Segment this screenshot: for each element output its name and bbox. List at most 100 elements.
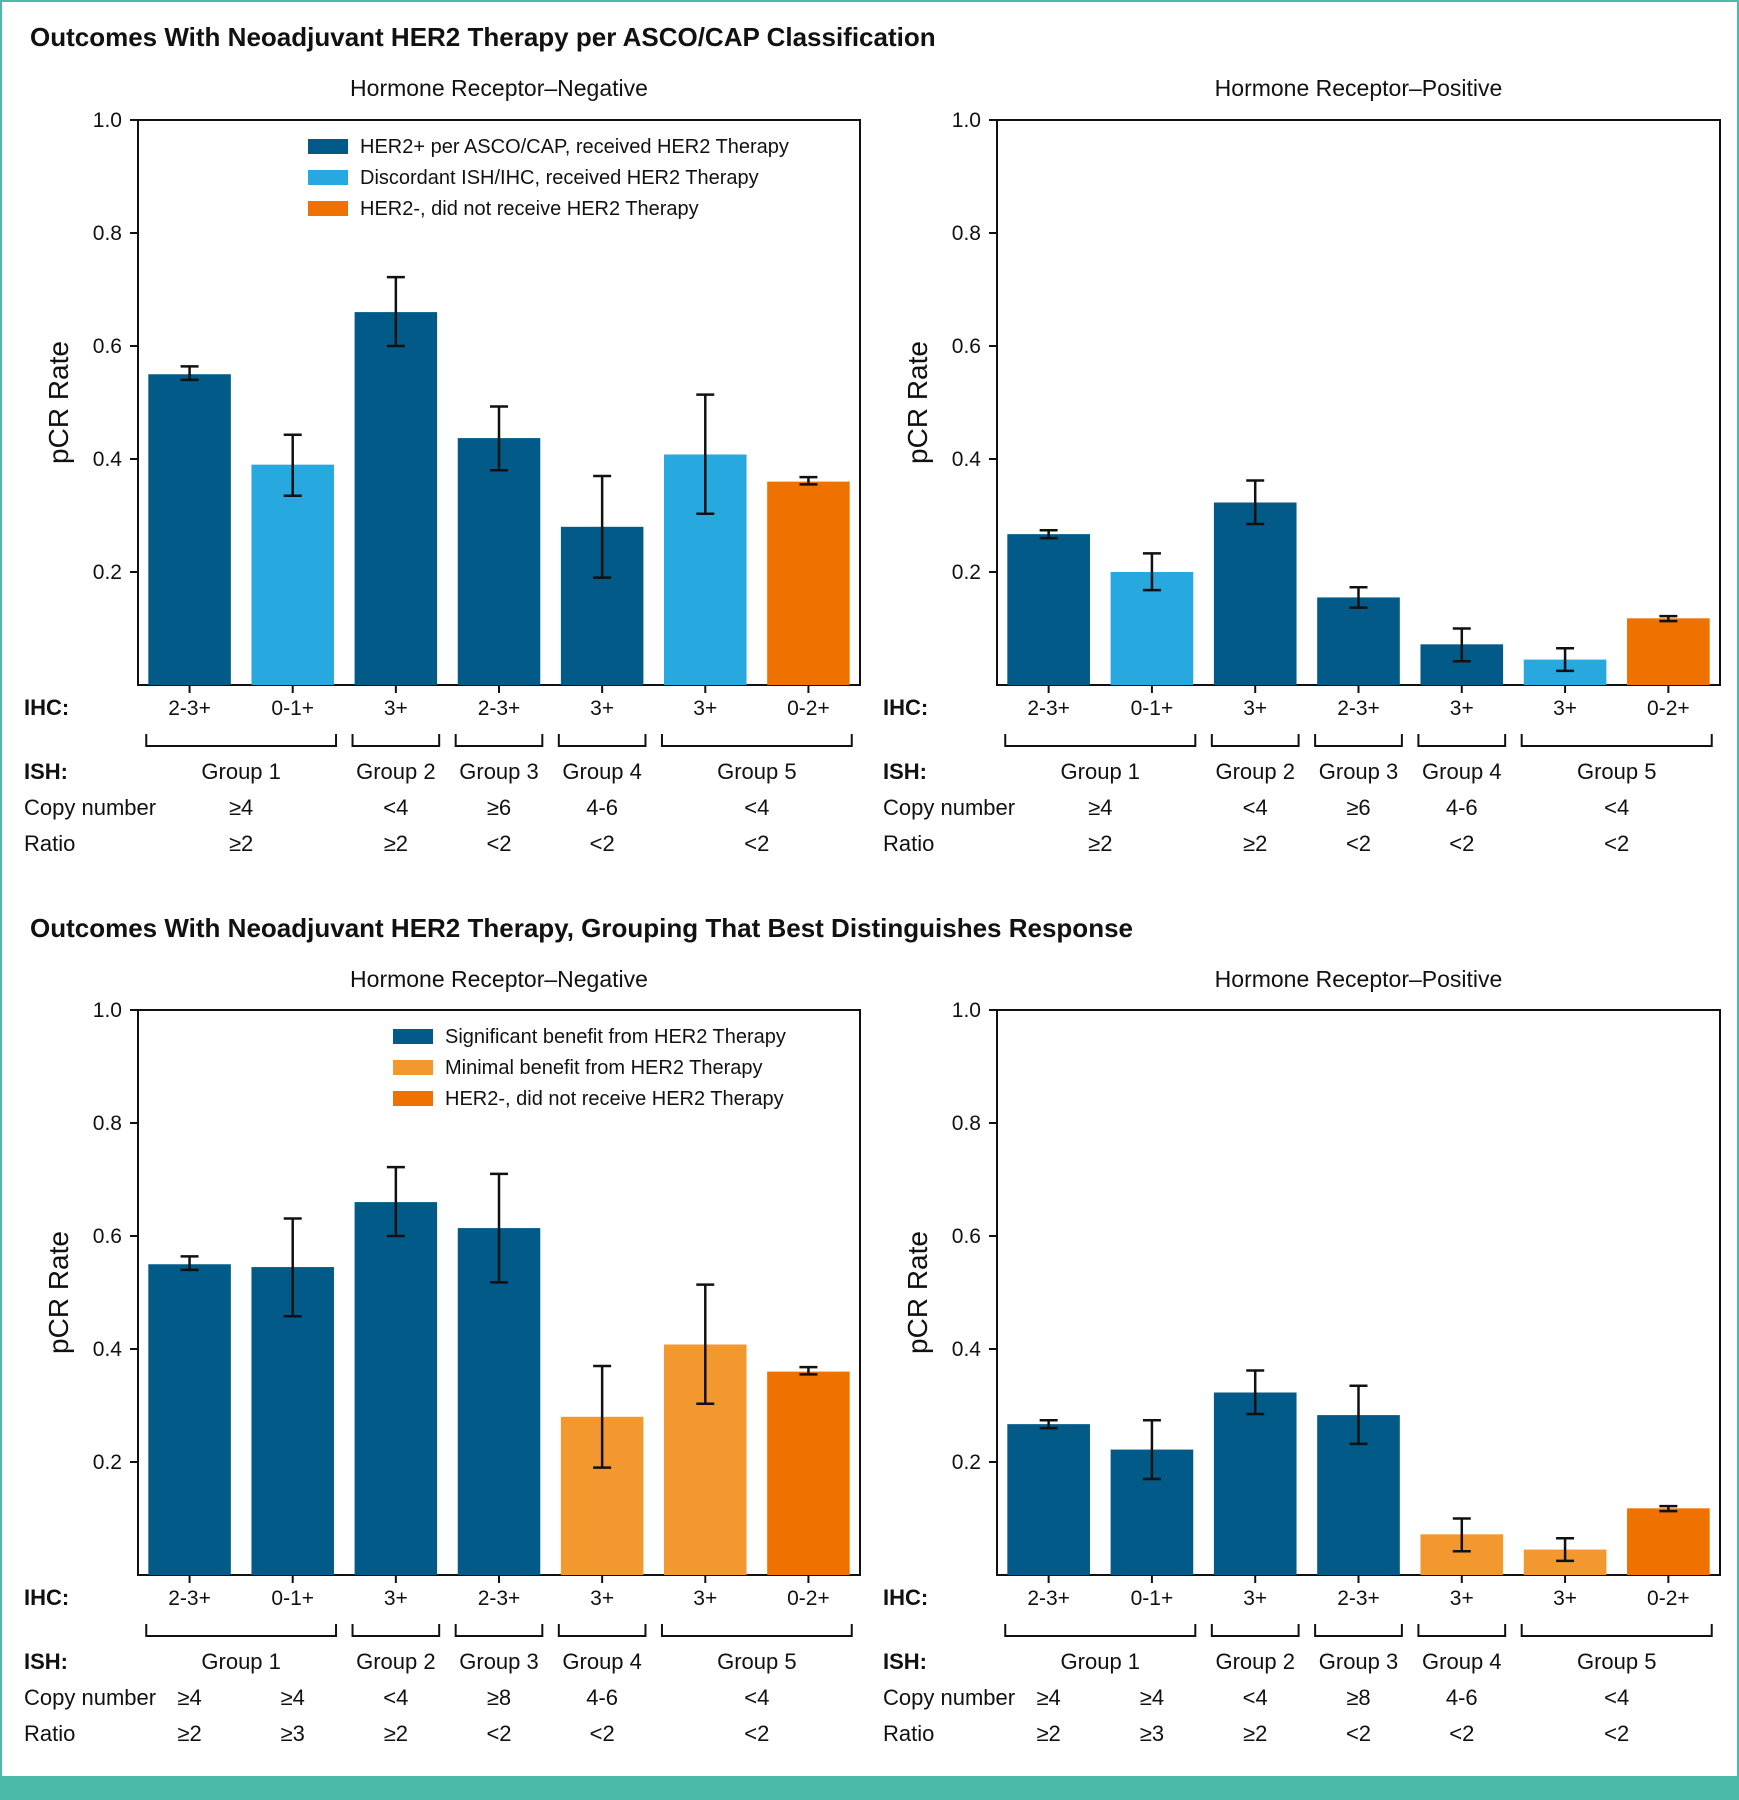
group-name: Group 3 — [459, 1649, 539, 1674]
chart-1-bar — [251, 464, 334, 685]
chart-3-ytick-label: 0.6 — [93, 1225, 122, 1248]
group-bracket — [1314, 734, 1403, 747]
ihc-row-label: IHC: — [883, 695, 928, 720]
ratio-row-label: Ratio — [24, 1721, 75, 1746]
chart-3-xtick-label: 3+ — [693, 1587, 717, 1610]
group-bracket — [1004, 734, 1197, 747]
chart-1-xtick-label: 0-1+ — [271, 697, 314, 720]
chart-3-ytick-label: 0.2 — [93, 1451, 122, 1474]
ratio-value: ≥3 — [1140, 1721, 1164, 1746]
chart-4-xtick-label: 3+ — [1450, 1587, 1474, 1610]
chart-4-bar — [1213, 1392, 1297, 1575]
chart-4-title: Hormone Receptor–Positive — [1215, 966, 1503, 992]
chart-4-ytick-label: 0.4 — [952, 1338, 982, 1361]
ratio-value: <2 — [744, 1721, 769, 1746]
chart-3-bar — [767, 1371, 850, 1575]
chart-3-legend-label: Significant benefit from HER2 Therapy — [445, 1026, 786, 1048]
copy-number-value: ≥8 — [1346, 1685, 1370, 1710]
group-name: Group 2 — [356, 1649, 436, 1674]
chart-4-ytick-label: 0.2 — [952, 1451, 981, 1474]
chart-3-ytick-label: 0.4 — [93, 1338, 123, 1361]
footer-band — [2, 1776, 1737, 1800]
copy-number-value: <4 — [1243, 795, 1268, 820]
chart-1-xtick-label: 3+ — [384, 697, 408, 720]
copy-number-value: ≥4 — [1088, 795, 1112, 820]
ratio-value: <2 — [1346, 831, 1371, 856]
group-bracket — [454, 734, 544, 747]
chart-1-xtick-label: 0-2+ — [787, 697, 830, 720]
copy-number-value: <4 — [1604, 795, 1629, 820]
chart-3-xtick-label: 0-2+ — [787, 1587, 830, 1610]
group-name: Group 5 — [1577, 759, 1657, 784]
group-bracket — [660, 734, 853, 747]
ratio-row-label: Ratio — [883, 1721, 934, 1746]
chart-4-xtick-label: 0-2+ — [1647, 1587, 1690, 1610]
copy-number-value: 4-6 — [586, 795, 618, 820]
group-name: Group 4 — [562, 759, 642, 784]
chart-4-ytick-label: 0.8 — [952, 1112, 981, 1135]
ratio-row-label: Ratio — [24, 831, 75, 856]
chart-1-xtick-label: 3+ — [693, 697, 717, 720]
section-title-bottom: Outcomes With Neoadjuvant HER2 Therapy, … — [30, 913, 1133, 943]
chart-3-xtick-label: 2-3+ — [478, 1587, 521, 1610]
chart-1-legend-label: HER2-, did not receive HER2 Therapy — [360, 198, 699, 220]
chart-2-bar — [1317, 597, 1400, 685]
copy-number-value: <4 — [744, 795, 769, 820]
group-name: Group 3 — [459, 759, 539, 784]
ratio-value: ≥3 — [281, 1721, 305, 1746]
section-title-top: Outcomes With Neoadjuvant HER2 Therapy p… — [30, 22, 936, 52]
group-name: Group 1 — [1061, 759, 1141, 784]
ihc-row-label: IHC: — [24, 695, 69, 720]
chart-2-ytick-label: 0.4 — [952, 448, 982, 471]
copy-number-value: <4 — [1604, 1685, 1629, 1710]
chart-3-ylabel: pCR Rate — [43, 1231, 74, 1354]
ratio-value: ≥2 — [1088, 831, 1112, 856]
chart-4-xtick-label: 2-3+ — [1027, 1587, 1070, 1610]
copy-number-value: <4 — [744, 1685, 769, 1710]
group-bracket — [1520, 734, 1713, 747]
copy-number-value: ≥8 — [487, 1685, 511, 1710]
chart-1-legend-swatch — [308, 139, 348, 154]
group-bracket — [660, 1624, 853, 1637]
copy-number-value: ≥6 — [1346, 795, 1370, 820]
chart-1-ytick-label: 0.4 — [93, 448, 123, 471]
copy-number-value: ≥4 — [1140, 1685, 1164, 1710]
group-bracket — [557, 1624, 647, 1637]
chart-4-xtick-label: 3+ — [1553, 1587, 1577, 1610]
copy-number-value: 4-6 — [586, 1685, 618, 1710]
chart-3-xtick-label: 3+ — [590, 1587, 614, 1610]
chart-2-xtick-label: 0-2+ — [1647, 697, 1690, 720]
ihc-row-label: IHC: — [883, 1585, 928, 1610]
chart-4-bar — [1627, 1508, 1710, 1575]
ratio-value: ≥2 — [384, 831, 408, 856]
chart-1-ytick-label: 0.2 — [93, 561, 122, 584]
chart-3-legend-label: HER2-, did not receive HER2 Therapy — [445, 1088, 784, 1110]
group-bracket — [557, 734, 647, 747]
chart-4-xtick-label: 2-3+ — [1337, 1587, 1380, 1610]
copy-number-row-label: Copy number — [883, 1685, 1015, 1710]
chart-2-xtick-label: 2-3+ — [1027, 697, 1070, 720]
chart-3-legend-swatch — [393, 1029, 433, 1044]
ratio-row-label: Ratio — [883, 831, 934, 856]
group-bracket — [145, 734, 338, 747]
ihc-row-label: IHC: — [24, 1585, 69, 1610]
ratio-value: ≥2 — [384, 1721, 408, 1746]
chart-2-bar — [1007, 534, 1090, 685]
chart-3-xtick-label: 0-1+ — [271, 1587, 314, 1610]
ish-row-label: ISH: — [883, 1649, 927, 1674]
copy-number-value: <4 — [1243, 1685, 1268, 1710]
chart-1-ylabel: pCR Rate — [43, 341, 74, 464]
copy-number-value: 4-6 — [1446, 795, 1478, 820]
chart-3-legend-swatch — [393, 1060, 433, 1075]
group-bracket — [1210, 1624, 1300, 1637]
chart-2-ytick-label: 0.6 — [952, 335, 981, 358]
chart-1-xtick-label: 3+ — [590, 697, 614, 720]
chart-2-xtick-label: 2-3+ — [1337, 697, 1380, 720]
ratio-value: <2 — [1449, 831, 1474, 856]
ratio-value: ≥2 — [177, 1721, 201, 1746]
chart-1-xtick-label: 2-3+ — [168, 697, 211, 720]
copy-number-row-label: Copy number — [883, 795, 1015, 820]
chart-4-ytick-label: 0.6 — [952, 1225, 981, 1248]
group-bracket — [1417, 1624, 1507, 1637]
chart-1-ytick-label: 0.8 — [93, 222, 122, 245]
